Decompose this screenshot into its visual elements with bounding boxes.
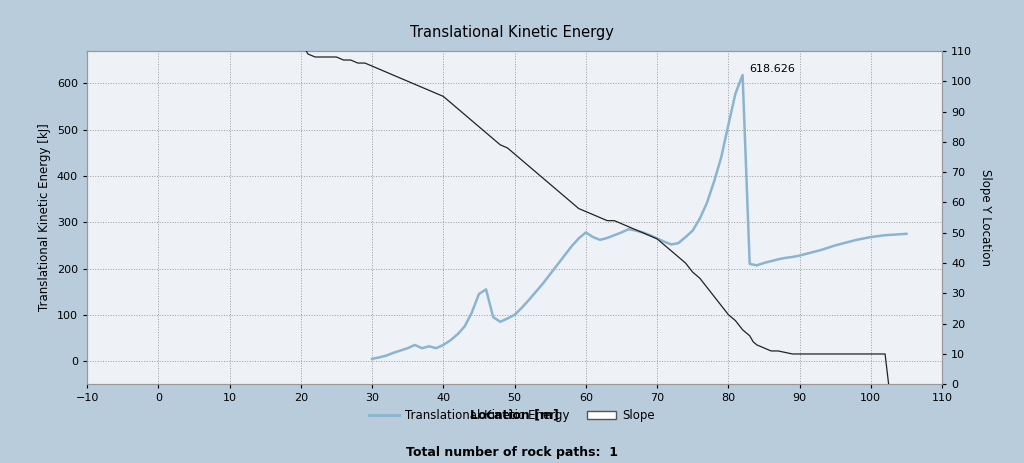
Text: 618.626: 618.626 xyxy=(750,64,796,75)
Y-axis label: Slope Y Location: Slope Y Location xyxy=(979,169,991,266)
Text: Translational Kinetic Energy: Translational Kinetic Energy xyxy=(410,25,614,40)
X-axis label: Location [m]: Location [m] xyxy=(470,409,559,422)
Legend: Translational Kinetic Energy, Slope: Translational Kinetic Energy, Slope xyxy=(365,405,659,427)
Text: Total number of rock paths:  1: Total number of rock paths: 1 xyxy=(406,446,618,459)
Y-axis label: Translational Kinetic Energy [kJ]: Translational Kinetic Energy [kJ] xyxy=(38,124,51,312)
